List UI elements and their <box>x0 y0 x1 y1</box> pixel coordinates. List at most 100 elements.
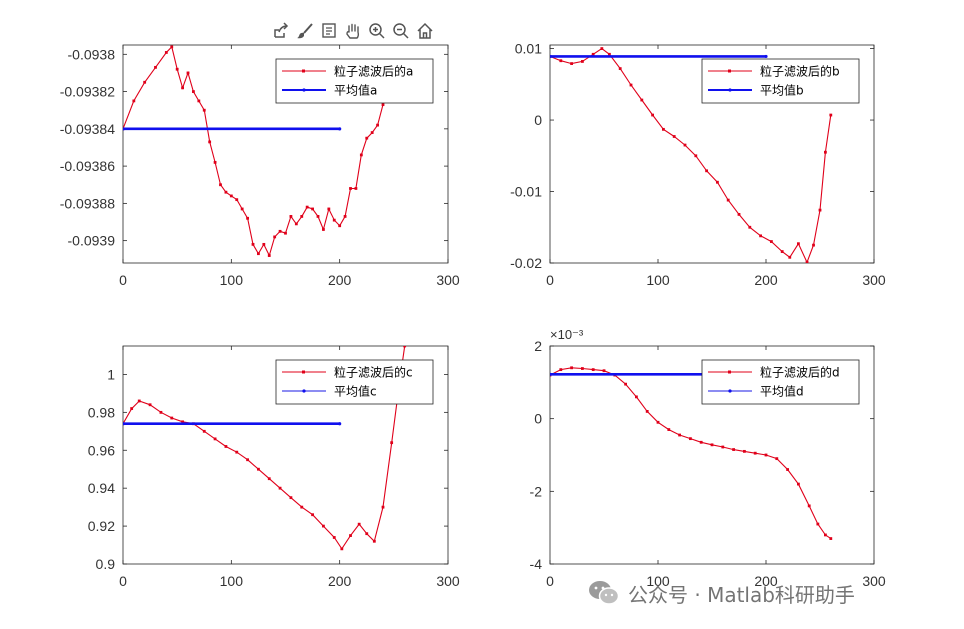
legend-marker <box>302 88 306 92</box>
legend-box <box>701 359 860 405</box>
y-tick-label: 0.96 <box>88 442 115 458</box>
y-tick-label: -0.09388 <box>60 195 115 211</box>
filtered-point <box>816 522 820 526</box>
filtered-point <box>678 433 681 437</box>
filtered-point <box>240 207 244 211</box>
filtered-point <box>651 113 654 117</box>
filtered-point <box>300 215 304 218</box>
x-tick-label: 0 <box>119 272 127 288</box>
filtered-point <box>608 52 611 56</box>
filtered-point <box>390 441 394 445</box>
filtered-point <box>635 395 638 399</box>
x-tick-label: 100 <box>646 573 670 589</box>
mean-point <box>123 422 125 426</box>
x-tick-label: 300 <box>436 573 460 589</box>
filtered-point <box>267 254 271 257</box>
filtered-point <box>246 458 249 462</box>
y-tick-label: 0 <box>534 411 542 427</box>
filtered-point <box>656 420 660 424</box>
export-icon[interactable] <box>270 20 292 42</box>
legend-label: 粒子滤波后的d <box>760 365 840 380</box>
x-tick-label: 100 <box>220 573 244 589</box>
x-tick-label: 100 <box>220 272 244 288</box>
filtered-point <box>710 443 714 447</box>
filtered-point <box>130 407 134 410</box>
legend-box <box>275 359 434 405</box>
filtered-point <box>372 539 376 543</box>
filtered-point <box>743 449 746 453</box>
filtered-point <box>257 252 260 256</box>
mean-point <box>338 422 342 426</box>
filtered-point <box>759 234 762 238</box>
legend-label: 平均值c <box>334 384 377 399</box>
legend-marker <box>728 370 731 374</box>
filtered-point <box>354 187 358 190</box>
home-icon[interactable] <box>414 20 436 42</box>
zoom-out-icon[interactable] <box>390 20 412 42</box>
x-tick-label: 100 <box>646 272 670 288</box>
data-tip-icon[interactable] <box>318 20 340 42</box>
filtered-series-line <box>550 47 832 263</box>
filtered-point <box>753 451 757 455</box>
filtered-point <box>343 215 347 218</box>
pan-hand-icon[interactable] <box>342 20 364 42</box>
y-tick-label: 0.94 <box>88 480 115 496</box>
filtered-point <box>202 429 206 433</box>
filtered-point <box>591 368 595 372</box>
filtered-point <box>829 537 833 540</box>
filtered-point <box>737 212 741 216</box>
filtered-point <box>359 153 363 157</box>
filtered-point <box>780 250 784 253</box>
chart-panel-top-left: 0 100 200 300 -0.0938 -0.09382 -0.09384 -0.0938… <box>60 44 460 288</box>
filtered-point <box>645 410 649 413</box>
x-tick-label: 300 <box>436 272 460 288</box>
filtered-point <box>224 445 228 448</box>
legend-marker <box>302 69 305 73</box>
x-tick-label: 300 <box>862 573 886 589</box>
filtered-point <box>694 154 698 158</box>
filtered-point <box>289 215 293 218</box>
legend-label: 平均值b <box>760 83 804 98</box>
filtered-point <box>786 468 789 471</box>
filtered-point <box>235 450 239 454</box>
filtered-point <box>689 437 692 441</box>
filtered-point <box>175 67 179 71</box>
filtered-point <box>716 180 719 184</box>
filtered-point <box>340 547 344 551</box>
filtered-point <box>148 403 152 407</box>
legend: 粒子滤波后的b 平均值b <box>701 58 860 104</box>
filtered-point <box>322 524 325 528</box>
filtered-point <box>726 198 730 202</box>
y-tick-label: 0 <box>534 112 542 128</box>
filtered-point <box>797 242 800 246</box>
filtered-point <box>137 399 141 403</box>
filtered-point <box>267 477 271 481</box>
y-tick-label: 0.92 <box>88 518 115 534</box>
filtered-point <box>788 255 792 259</box>
brush-icon[interactable] <box>294 20 316 42</box>
y-tick-label: -0.01 <box>510 184 542 200</box>
legend-box <box>275 58 434 104</box>
filtered-point <box>349 187 352 190</box>
filtered-point <box>721 445 725 449</box>
mean-point <box>123 127 125 131</box>
y-tick-label: -0.09382 <box>60 84 115 100</box>
y-tick-label: -0.09386 <box>60 158 115 174</box>
filtered-point <box>824 533 827 537</box>
filtered-point <box>672 135 676 138</box>
y-tick-label: -4 <box>530 556 543 572</box>
y-tick-label: -0.0938 <box>68 46 116 62</box>
filtered-point <box>591 52 595 56</box>
legend-marker <box>728 389 732 393</box>
filtered-point <box>181 86 184 90</box>
x-tick-label: 200 <box>754 272 778 288</box>
filtered-point <box>662 127 665 131</box>
filtered-point <box>251 242 255 246</box>
filtered-point <box>284 231 287 235</box>
filtered-point <box>338 224 342 228</box>
legend-label: 粒子滤波后的b <box>760 64 840 79</box>
y-tick-label: 2 <box>534 338 542 354</box>
zoom-in-icon[interactable] <box>366 20 388 42</box>
filtered-point <box>805 260 809 263</box>
filtered-point <box>570 62 573 65</box>
